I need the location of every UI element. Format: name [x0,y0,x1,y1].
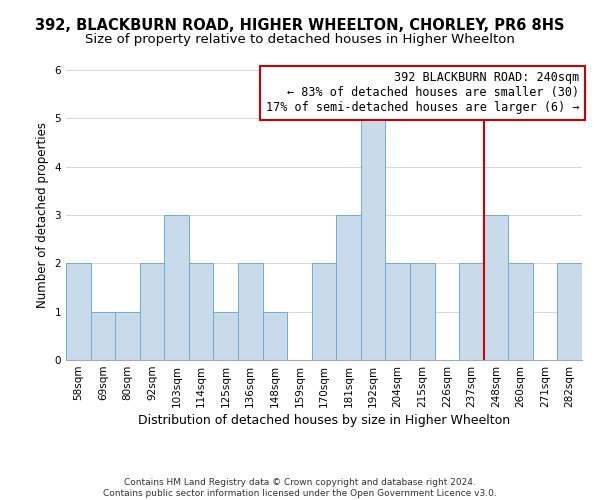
Bar [91,312,115,360]
X-axis label: Distribution of detached houses by size in Higher Wheelton: Distribution of detached houses by size … [138,414,510,427]
Bar [459,264,484,360]
Bar [312,264,336,360]
Bar [508,264,533,360]
Text: Contains HM Land Registry data © Crown copyright and database right 2024.
Contai: Contains HM Land Registry data © Crown c… [103,478,497,498]
Bar [361,118,385,360]
Text: Size of property relative to detached houses in Higher Wheelton: Size of property relative to detached ho… [85,32,515,46]
Text: 392 BLACKBURN ROAD: 240sqm
← 83% of detached houses are smaller (30)
17% of semi: 392 BLACKBURN ROAD: 240sqm ← 83% of deta… [266,72,580,114]
Bar [140,264,164,360]
Bar [238,264,263,360]
Bar [164,215,189,360]
Y-axis label: Number of detached properties: Number of detached properties [36,122,49,308]
Bar [214,312,238,360]
Text: 392, BLACKBURN ROAD, HIGHER WHEELTON, CHORLEY, PR6 8HS: 392, BLACKBURN ROAD, HIGHER WHEELTON, CH… [35,18,565,32]
Bar [115,312,140,360]
Bar [484,215,508,360]
Bar [336,215,361,360]
Bar [410,264,434,360]
Bar [263,312,287,360]
Bar [189,264,214,360]
Bar [557,264,582,360]
Bar [385,264,410,360]
Bar [66,264,91,360]
